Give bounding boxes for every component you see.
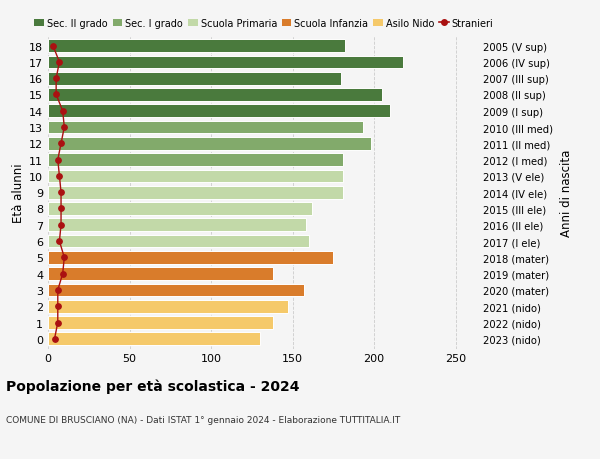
Y-axis label: Anni di nascita: Anni di nascita <box>560 149 573 236</box>
Point <box>59 254 69 262</box>
Bar <box>48 40 344 53</box>
Point <box>52 75 61 83</box>
Bar <box>48 235 309 248</box>
Point <box>55 59 64 67</box>
Point <box>58 108 67 115</box>
Bar <box>48 138 371 151</box>
Bar <box>48 219 305 232</box>
Text: COMUNE DI BRUSCIANO (NA) - Dati ISTAT 1° gennaio 2024 - Elaborazione TUTTITALIA.: COMUNE DI BRUSCIANO (NA) - Dati ISTAT 1°… <box>6 415 400 425</box>
Bar <box>48 317 273 329</box>
Point <box>53 286 62 294</box>
Bar <box>48 122 362 134</box>
Bar <box>48 284 304 297</box>
Point <box>48 43 58 50</box>
Bar <box>48 252 333 264</box>
Point <box>50 336 59 343</box>
Point <box>56 205 66 213</box>
Bar <box>48 73 341 85</box>
Point <box>52 91 61 99</box>
Bar <box>48 89 382 101</box>
Bar <box>48 203 312 215</box>
Point <box>56 140 66 148</box>
Point <box>56 189 66 196</box>
Bar <box>48 105 391 118</box>
Bar <box>48 186 343 199</box>
Bar <box>48 300 287 313</box>
Point <box>53 319 62 326</box>
Bar <box>48 333 260 346</box>
Point <box>56 222 66 229</box>
Point <box>55 238 64 245</box>
Bar <box>48 56 403 69</box>
Bar <box>48 170 343 183</box>
Point <box>55 173 64 180</box>
Legend: Sec. II grado, Sec. I grado, Scuola Primaria, Scuola Infanzia, Asilo Nido, Stran: Sec. II grado, Sec. I grado, Scuola Prim… <box>34 19 494 29</box>
Y-axis label: Età alunni: Età alunni <box>12 163 25 223</box>
Point <box>59 124 69 131</box>
Bar <box>48 268 273 280</box>
Point <box>53 157 62 164</box>
Bar <box>48 154 343 167</box>
Point <box>53 303 62 310</box>
Point <box>58 270 67 278</box>
Text: Popolazione per età scolastica - 2024: Popolazione per età scolastica - 2024 <box>6 379 299 393</box>
